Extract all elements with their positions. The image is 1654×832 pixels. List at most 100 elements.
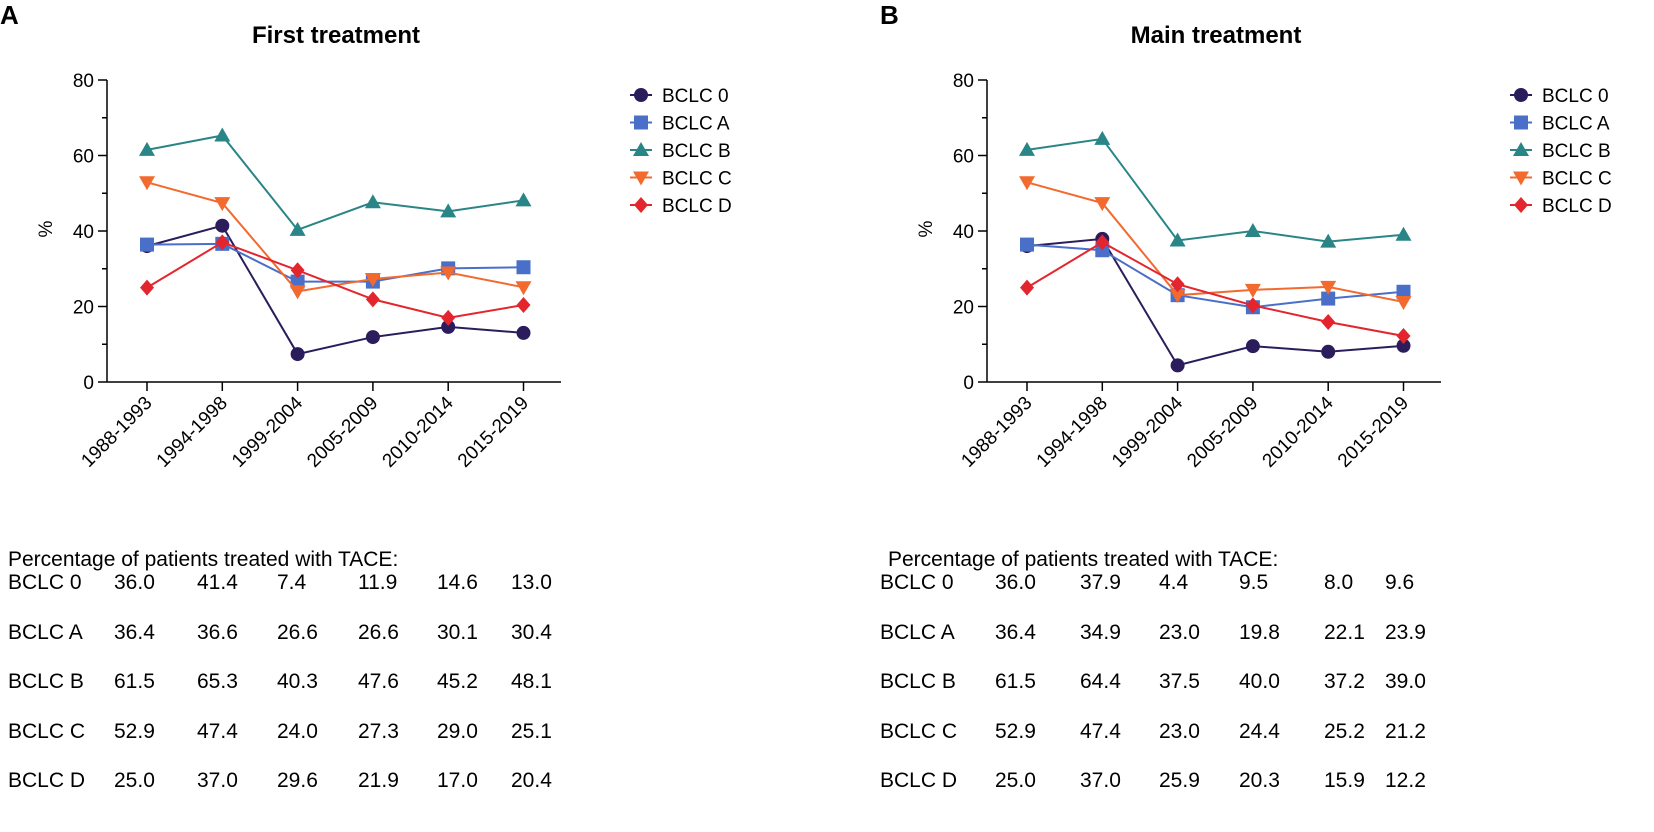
legend-label: BCLC D	[1542, 196, 1612, 217]
series-line-bclc-0	[146, 224, 524, 356]
row-label: BCLC B	[8, 670, 84, 693]
point-bclc-d	[215, 234, 230, 251]
table-cell: 19.8	[1239, 620, 1280, 644]
table-cell: 25.2	[1324, 719, 1365, 743]
y-axis-label: %	[916, 220, 937, 237]
point-bclc-d	[1321, 313, 1336, 330]
series-line-bclc-d	[1026, 241, 1404, 337]
legend-marker-bclc-d	[1514, 197, 1528, 213]
point-bclc-c	[1244, 283, 1261, 298]
table-cell: 40.0	[1239, 670, 1280, 693]
point-bclc-c	[139, 176, 155, 191]
table-cell: 36.4	[995, 620, 1036, 644]
table-cell: 52.9	[995, 719, 1036, 743]
table-cell: 36.4	[114, 620, 155, 644]
point-bclc-0	[290, 347, 305, 362]
point-bclc-a	[140, 237, 154, 252]
point-bclc-d	[1245, 297, 1260, 314]
row-label: BCLC A	[880, 620, 955, 644]
x-tick-label: 2010-2014	[1259, 392, 1338, 471]
table-cell: 65.3	[197, 670, 238, 693]
point-bclc-0	[441, 319, 456, 334]
chart-main-treatment: Main treatment 0 20 40 60 80% 1988-19931994-19…	[916, 22, 1612, 472]
legend-marker-bclc-0	[1514, 88, 1528, 102]
table-cell: 25.9	[1159, 769, 1200, 792]
table-cell: 47.4	[197, 719, 238, 743]
table-cell: 37.0	[197, 769, 238, 792]
point-bclc-b	[515, 192, 532, 207]
table-cell: 64.4	[1080, 670, 1121, 693]
table-cell: 30.4	[511, 620, 552, 644]
table-cell: 22.1	[1324, 620, 1365, 644]
x-tick-label: 2005-2009	[1183, 393, 1262, 472]
point-bclc-0	[1321, 344, 1336, 359]
point-bclc-d	[140, 279, 154, 296]
legend-marker-bclc-0	[634, 88, 648, 102]
legend-label: BCLC 0	[1542, 86, 1609, 107]
table-cell: 20.3	[1239, 769, 1280, 792]
table-cell: 9.6	[1385, 571, 1415, 594]
point-bclc-d	[1170, 276, 1185, 293]
table-cell: 12.2	[1385, 769, 1426, 792]
x-tick-label: 2015-2019	[454, 393, 533, 472]
y-axis-label: %	[36, 220, 57, 237]
table-cell: 4.4	[1159, 571, 1189, 594]
legend-label: BCLC A	[662, 114, 730, 135]
y-tick-label: 60	[73, 147, 94, 168]
chart-title: Main treatment	[1131, 22, 1302, 49]
point-bclc-b	[214, 127, 231, 142]
table-cell: 36.0	[114, 571, 155, 594]
y-tick-label: 0	[83, 373, 94, 394]
table-cell: 41.4	[197, 571, 238, 594]
row-label: BCLC 0	[8, 571, 82, 594]
x-tick-label: 1994-1998	[1033, 393, 1112, 472]
table-cell: 29.6	[277, 769, 318, 792]
legend-marker-bclc-c	[633, 171, 649, 186]
point-bclc-d	[1396, 327, 1411, 344]
point-bclc-a	[1020, 237, 1034, 252]
table-cell: 13.0	[511, 571, 552, 594]
x-tick-label: 2005-2009	[303, 393, 382, 472]
table-cell: 40.3	[277, 670, 318, 693]
series-line-bclc-b	[146, 134, 524, 232]
legend-label: BCLC D	[662, 196, 732, 217]
table-cell: 37.0	[1080, 769, 1121, 792]
point-bclc-c	[515, 281, 532, 296]
panel-letter: A	[0, 0, 19, 30]
table-cell: 37.5	[1159, 670, 1200, 693]
point-bclc-b	[1019, 141, 1035, 156]
table-caption: Percentage of patients treated with TACE…	[888, 548, 1279, 571]
table-cell: 30.1	[437, 620, 478, 644]
point-bclc-b	[364, 194, 381, 209]
table-cell: 17.0	[437, 769, 478, 792]
table-cell: 11.9	[358, 571, 398, 594]
point-bclc-0	[516, 325, 531, 340]
row-label: BCLC D	[8, 769, 86, 792]
x-tick-label: 1994-1998	[153, 393, 232, 472]
series-line-bclc-0	[1026, 237, 1404, 367]
point-bclc-c	[289, 285, 306, 300]
legend-label: BCLC A	[1542, 114, 1610, 135]
legend-label: BCLC C	[662, 169, 732, 190]
series-line-bclc-d	[146, 241, 524, 319]
y-tick-label: 40	[73, 222, 94, 243]
table-cell: 25.0	[995, 769, 1036, 792]
series-line-bclc-b	[1026, 137, 1404, 243]
table-cell: 8.0	[1324, 571, 1354, 594]
series-line-bclc-c	[146, 181, 524, 293]
point-bclc-c	[1320, 280, 1337, 295]
y-tick-label: 80	[73, 71, 94, 92]
table-cell: 37.9	[1080, 571, 1121, 594]
legend-marker-bclc-b	[1513, 142, 1529, 156]
table-cell: 52.9	[114, 719, 155, 743]
point-bclc-b	[1395, 226, 1412, 241]
row-label: BCLC C	[8, 719, 86, 743]
point-bclc-a	[516, 260, 531, 275]
legend-marker-bclc-a	[1514, 115, 1528, 130]
row-label: BCLC C	[880, 719, 958, 743]
point-bclc-b	[1244, 223, 1261, 237]
point-bclc-d	[290, 262, 305, 279]
table-cell: 14.6	[437, 571, 478, 594]
legend-label: BCLC C	[1542, 169, 1612, 190]
series-line-bclc-c	[1026, 181, 1404, 303]
